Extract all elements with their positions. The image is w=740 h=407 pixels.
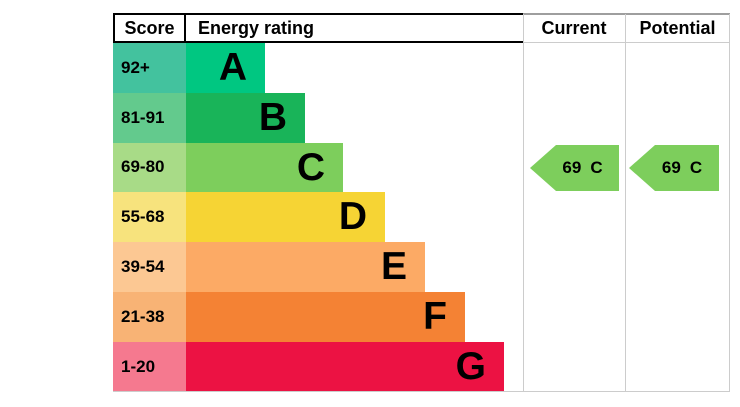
band-grade-label-e: E: [380, 245, 407, 289]
band-score-range-b: 81-91: [113, 92, 186, 143]
band-score-range-e: 39-54: [113, 242, 186, 292]
potential-rating-grade: C: [689, 158, 703, 177]
table-header-right: Current Potential: [523, 13, 730, 43]
grid-bottom-line: [113, 391, 730, 392]
band-bar-a: A: [186, 43, 265, 93]
band-score-range-d: 55-68: [113, 192, 186, 243]
band-grade-label-g: G: [455, 344, 486, 388]
band-grade-label-f: F: [423, 294, 447, 338]
band-grade-label-b: B: [258, 95, 287, 139]
band-score-range-c: 69-80: [113, 142, 186, 193]
grid-divider-current: [523, 14, 524, 392]
band-bar-d: D: [186, 192, 385, 243]
band-grade-label-d: D: [338, 195, 367, 239]
potential-rating-value: 69: [661, 158, 681, 177]
grid-divider-right-edge: [729, 14, 730, 392]
band-row-e: 39-54 E: [113, 242, 523, 292]
band-row-b: 81-91 B: [113, 92, 523, 143]
potential-column-header: Potential: [639, 18, 716, 38]
energy-rating-column-header: Energy rating: [198, 17, 315, 38]
band-row-d: 55-68 D: [113, 192, 523, 243]
current-rating-value: 69: [562, 158, 582, 177]
band-row-g: 1-20 G: [113, 341, 523, 392]
band-bar-e: E: [186, 242, 425, 292]
band-bar-c: C: [186, 142, 343, 193]
band-rows: 92+ A 81-91 B 69-80 C 55-68 D: [113, 43, 523, 392]
band-row-c: 69-80 C: [113, 142, 523, 193]
band-bar-g: G: [186, 341, 504, 392]
grid-divider-potential: [625, 14, 626, 392]
potential-rating-arrow: 69 C: [629, 145, 719, 191]
band-bar-f: F: [186, 291, 465, 342]
current-column-header: Current: [541, 18, 607, 38]
band-score-range-a: 92+: [113, 43, 186, 93]
band-grade-label-c: C: [296, 145, 325, 189]
current-rating-arrow: 69 C: [530, 145, 619, 191]
epc-rating-table: Score Energy rating Current Potential 92…: [113, 13, 730, 393]
current-rating-grade: C: [590, 158, 603, 177]
score-column-header: Score: [113, 15, 186, 41]
table-header-left: Score Energy rating: [113, 13, 523, 43]
band-row-f: 21-38 F: [113, 291, 523, 342]
band-row-a: 92+ A: [113, 43, 523, 93]
band-score-range-g: 1-20: [113, 341, 186, 392]
band-grade-label-a: A: [218, 46, 247, 89]
band-score-range-f: 21-38: [113, 291, 186, 342]
band-bar-b: B: [186, 92, 305, 143]
